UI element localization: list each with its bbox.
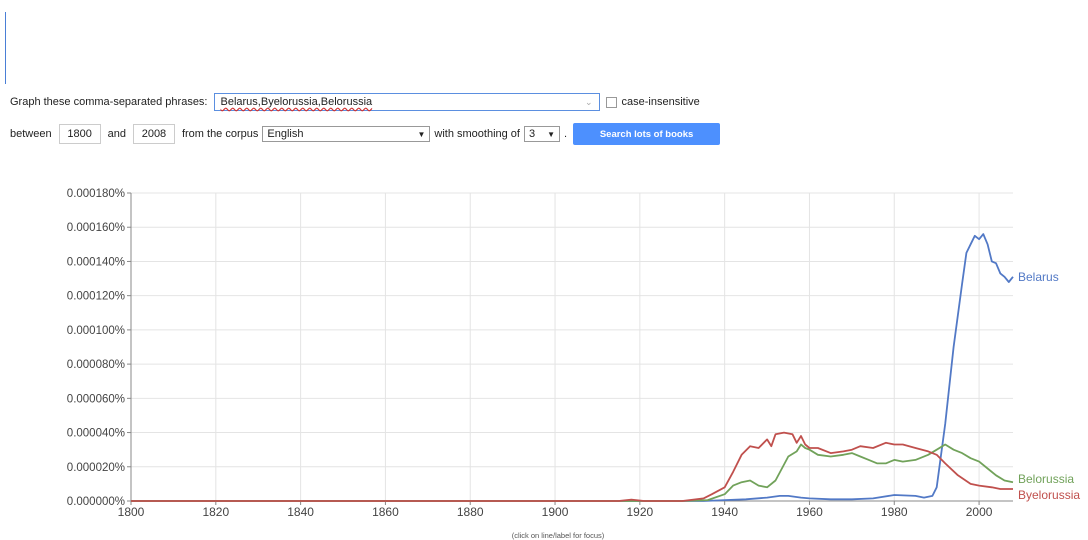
series-line-byelorussia bbox=[131, 431, 1013, 502]
series-label-byelorussia: Byelorussia bbox=[1018, 488, 1080, 502]
x-tick-label: 1920 bbox=[626, 505, 653, 519]
y-tick-label: 0.000000% bbox=[67, 496, 125, 508]
series-labels: Belarus Belorussia Byelorussia bbox=[1018, 270, 1080, 502]
corpus-label: from the corpus bbox=[181, 128, 259, 140]
left-edge-bar bbox=[5, 12, 6, 84]
smoothing-value: 3 bbox=[528, 128, 536, 140]
and-label: and bbox=[107, 128, 126, 140]
end-year-input[interactable]: 2008 bbox=[132, 124, 175, 144]
x-tick-label: 1880 bbox=[457, 505, 484, 519]
x-tick-label: 1940 bbox=[711, 505, 738, 519]
x-tick-label: 2000 bbox=[966, 505, 993, 519]
x-tick-label: 1840 bbox=[287, 505, 314, 519]
phrases-value: Belarus,Byelorussia,Belorussia bbox=[220, 96, 373, 108]
y-tick-label: 0.000180% bbox=[67, 188, 125, 200]
period: . bbox=[563, 128, 568, 140]
grid bbox=[130, 192, 1013, 502]
search-button[interactable]: Search lots of books bbox=[573, 123, 721, 145]
y-tick-label: 0.000080% bbox=[67, 359, 125, 371]
options-row: between 1800 and 2008 from the corpus En… bbox=[10, 122, 721, 146]
x-tick-label: 1800 bbox=[118, 505, 145, 519]
smoothing-label: with smoothing of bbox=[434, 128, 520, 140]
footnote: (click on line/label for focus) bbox=[512, 531, 605, 540]
series-line-belorussia bbox=[131, 443, 1014, 502]
between-label: between bbox=[10, 128, 52, 140]
smoothing-select[interactable]: 3 ▼ bbox=[523, 126, 560, 142]
start-year-input[interactable]: 1800 bbox=[58, 124, 101, 144]
y-tick-label: 0.000100% bbox=[67, 325, 125, 337]
series-lines bbox=[131, 233, 1014, 502]
phrases-input[interactable]: Belarus,Byelorussia,Belorussia ⌄ bbox=[213, 93, 600, 111]
x-tick-label: 1860 bbox=[372, 505, 399, 519]
case-insensitive-checkbox[interactable] bbox=[605, 96, 617, 108]
corpus-select[interactable]: English ▼ bbox=[262, 126, 431, 142]
chevron-down-icon: ▼ bbox=[417, 129, 426, 139]
x-tick-label: 1900 bbox=[542, 505, 569, 519]
series-label-belorussia: Belorussia bbox=[1018, 472, 1074, 486]
x-tick-label: 1820 bbox=[202, 505, 229, 519]
series-label-belarus: Belarus bbox=[1018, 270, 1059, 284]
x-tick-label: 1960 bbox=[796, 505, 823, 519]
history-dropdown-icon[interactable]: ⌄ bbox=[584, 96, 593, 107]
axes: 0.000000% 0.000020% 0.000040% 0.000060% 0.00… bbox=[67, 188, 1013, 519]
series-line-belarus bbox=[131, 233, 1014, 502]
y-tick-label: 0.000140% bbox=[67, 256, 125, 268]
y-tick-label: 0.000020% bbox=[67, 462, 125, 474]
corpus-value: English bbox=[267, 128, 304, 140]
y-tick-label: 0.000040% bbox=[67, 428, 125, 440]
y-tick-label: 0.000120% bbox=[67, 291, 125, 303]
x-tick-label: 1980 bbox=[881, 505, 908, 519]
chevron-down-icon: ▼ bbox=[547, 129, 555, 139]
case-insensitive-label: case-insensitive bbox=[621, 96, 700, 108]
y-tick-label: 0.000060% bbox=[67, 393, 125, 405]
phrase-row: Graph these comma-separated phrases: Bel… bbox=[10, 92, 700, 112]
phrases-label: Graph these comma-separated phrases: bbox=[10, 96, 208, 108]
y-tick-label: 0.000160% bbox=[67, 222, 125, 234]
